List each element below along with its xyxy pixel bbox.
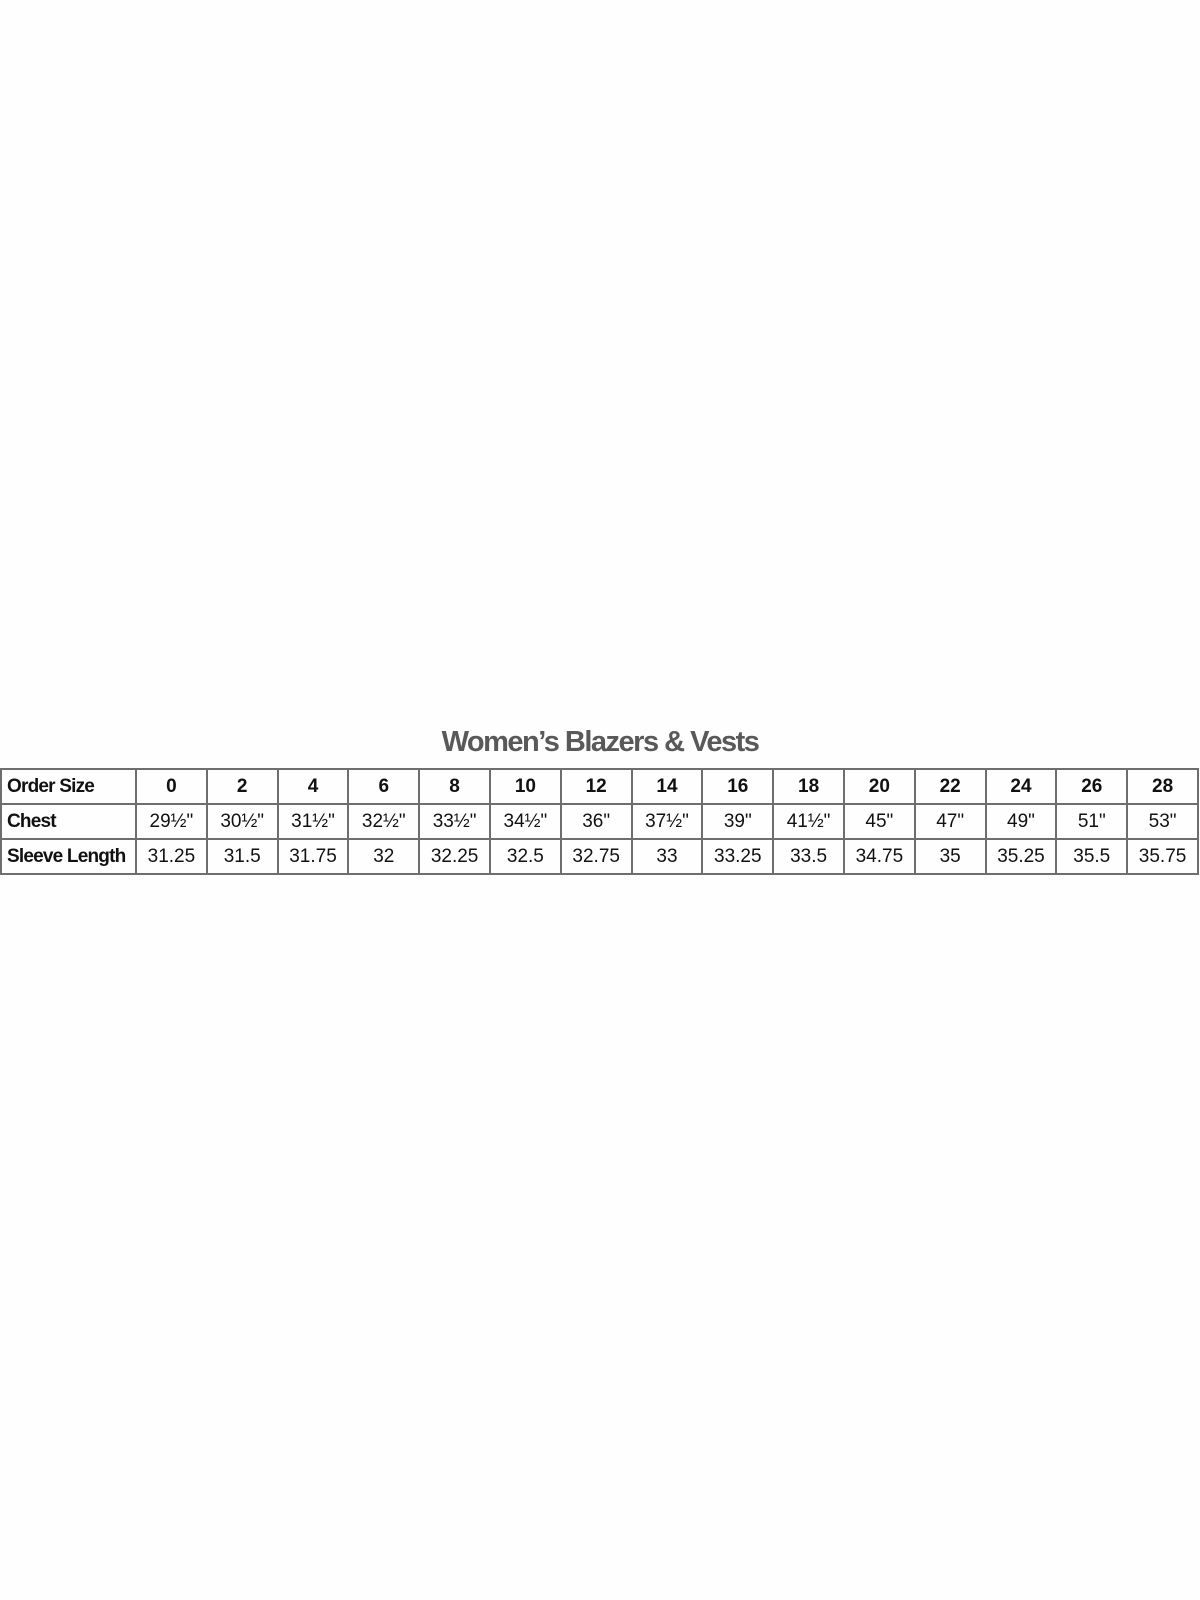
size-chart-table: Order Size 0 2 4 6 8 10 12 14 16 18 20 22 24 26 28 Chest… <box>0 768 1199 875</box>
table-cell: 0 <box>135 768 208 805</box>
table-cell: 51" <box>1055 803 1129 840</box>
table-cell: 8 <box>418 768 491 805</box>
table-cell: 30½" <box>205 803 279 840</box>
table-cell: 39" <box>701 803 775 840</box>
table-cell: 31½" <box>276 803 350 840</box>
table-cell: 35 <box>913 838 987 875</box>
order-size-row: Order Size 0 2 4 6 8 10 12 14 16 18 20 22 24 26 28 <box>0 768 1199 805</box>
table-cell: 34.75 <box>842 838 916 875</box>
table-cell: 14 <box>630 768 704 805</box>
table-cell: 47" <box>913 803 987 840</box>
table-cell: 45" <box>842 803 916 840</box>
table-cell: 16 <box>701 768 775 805</box>
table-cell: 49" <box>984 803 1058 840</box>
table-cell: 32.5 <box>488 838 562 875</box>
table-cell: 36" <box>559 803 633 840</box>
table-cell: 18 <box>772 768 845 805</box>
table-cell: 26 <box>1055 768 1129 805</box>
chest-row: Chest 29½" 30½" 31½" 32½" 33½" 34½" 36" 37½" 39" 4… <box>0 803 1199 840</box>
table-cell: 35.25 <box>984 838 1058 875</box>
table-cell: 24 <box>984 768 1058 805</box>
chart-title: Women’s Blazers & Vests <box>441 726 760 758</box>
table-cell: 12 <box>559 768 633 805</box>
table-cell: 31.5 <box>205 838 279 875</box>
row-header: Sleeve Length <box>0 838 137 875</box>
table-cell: 35.5 <box>1055 838 1129 875</box>
table-cell: 53" <box>1126 803 1199 840</box>
table-cell: 33.5 <box>772 838 845 875</box>
table-cell: 29½" <box>135 803 208 840</box>
table-cell: 35.75 <box>1126 838 1199 875</box>
table-cell: 41½" <box>772 803 845 840</box>
table-cell: 6 <box>347 768 421 805</box>
table-cell: 33 <box>630 838 704 875</box>
table-cell: 4 <box>276 768 350 805</box>
table-cell: 10 <box>488 768 562 805</box>
table-cell: 33½" <box>418 803 491 840</box>
table-cell: 32.75 <box>559 838 633 875</box>
table-cell: 20 <box>842 768 916 805</box>
sleeve-length-row: Sleeve Length 31.25 31.5 31.75 32 32.25 32.5 32… <box>0 838 1199 875</box>
table-cell: 32 <box>347 838 421 875</box>
table-cell: 33.25 <box>701 838 775 875</box>
table-cell: 31.25 <box>135 838 208 875</box>
table-cell: 31.75 <box>276 838 350 875</box>
table-cell: 2 <box>205 768 279 805</box>
table-cell: 22 <box>913 768 987 805</box>
row-header: Order Size <box>0 768 137 805</box>
row-header: Chest <box>0 803 137 840</box>
table-cell: 32.25 <box>418 838 491 875</box>
table-cell: 32½" <box>347 803 421 840</box>
table-cell: 34½" <box>488 803 562 840</box>
table-cell: 28 <box>1126 768 1199 805</box>
table-cell: 37½" <box>630 803 704 840</box>
